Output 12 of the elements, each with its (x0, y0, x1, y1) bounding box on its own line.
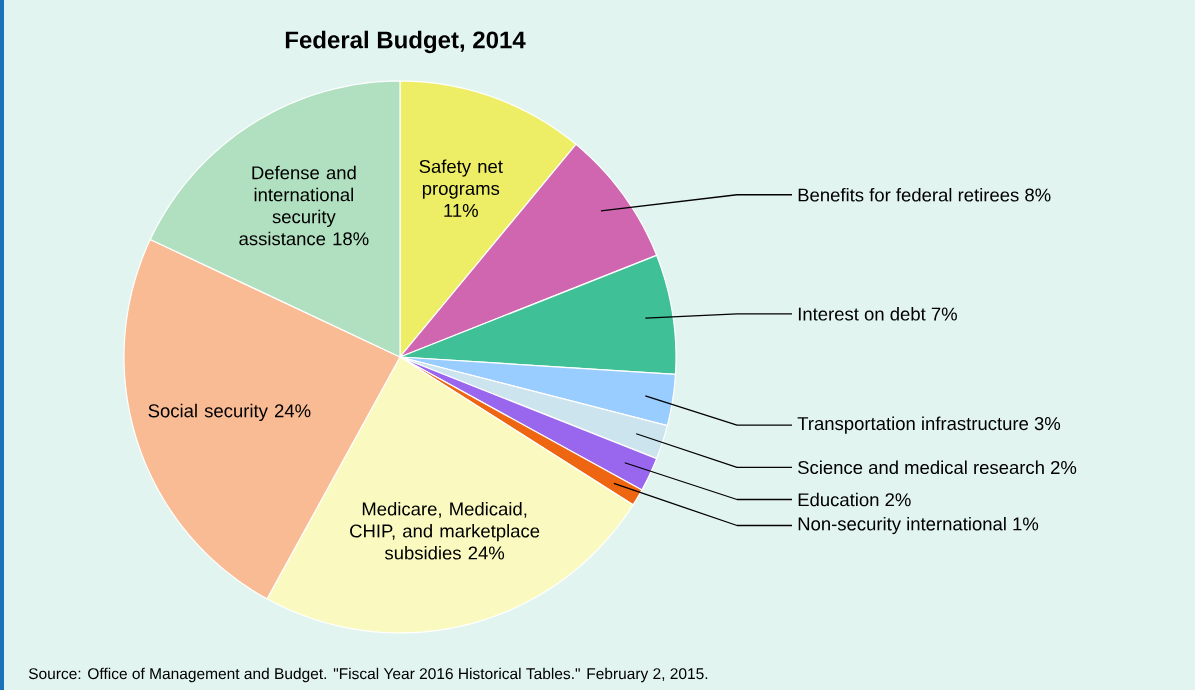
slice-label: Science and medical research 2% (798, 460, 1077, 475)
chart-title: Federal Budget, 2014 (285, 30, 526, 54)
slice-label: Social security 24% (148, 403, 311, 422)
slice-label: Interest on debt 7% (798, 307, 957, 321)
source-note: Source: Office of Management and Budget. "Fiscal Year 2016 Historical Tables." February 2, 2015. (28, 667, 708, 683)
slice-label: Education 2% (798, 492, 911, 507)
slice-label: Defense and international security assistance 18% (239, 165, 369, 246)
slice-label: Medicare, Medicaid, CHIP, and marketplace subsidies 24% (350, 501, 540, 560)
slice-label: Benefits for federal retirees 8% (798, 187, 1051, 202)
slice-label: Transportation infrastructure 3% (797, 416, 1061, 434)
slice-label: Safety net programs 11% (419, 159, 503, 217)
slice-label: Non-security international 1% (798, 516, 1039, 535)
